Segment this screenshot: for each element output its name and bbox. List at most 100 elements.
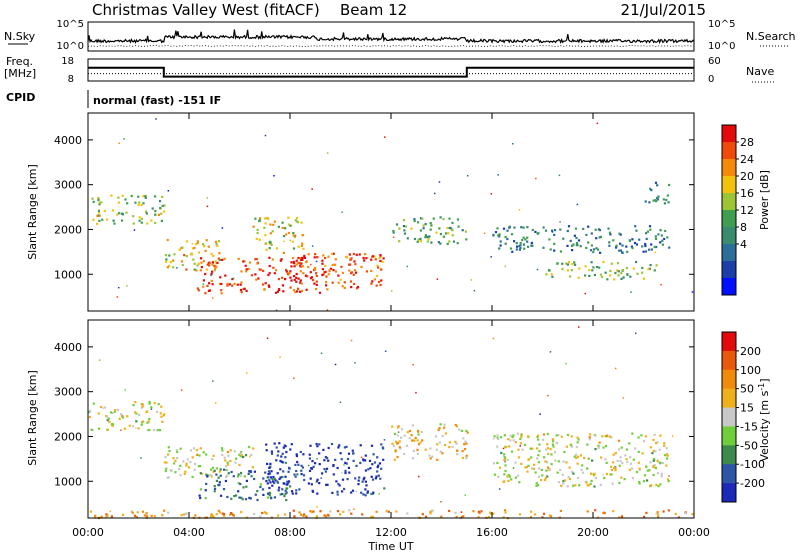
heatmap-cell	[313, 256, 316, 259]
heatmap-cell	[150, 406, 153, 409]
heatmap-cell	[217, 476, 220, 479]
heatmap-cell	[610, 473, 613, 476]
heatmap-cell	[181, 263, 184, 267]
heatmap-cell	[566, 269, 569, 272]
heatmap-cell	[497, 234, 500, 237]
heatmap-cell	[224, 479, 227, 483]
heatmap-cell	[354, 263, 357, 266]
heatmap-cell	[461, 229, 464, 232]
heatmap-cell	[305, 260, 308, 263]
heatmap-cell	[293, 235, 296, 239]
heatmap-cell	[527, 464, 530, 467]
heatmap-cell	[656, 184, 659, 187]
heatmap-cell	[240, 451, 243, 454]
heatmap-cell	[331, 263, 334, 266]
heatmap-cell	[492, 233, 495, 236]
heatmap-cell	[371, 478, 375, 481]
heatmap-cell	[226, 282, 229, 285]
heatmap-cell	[354, 477, 357, 480]
heatmap-cell	[255, 278, 258, 281]
heatmap-cell	[530, 241, 533, 244]
heatmap-cell	[395, 510, 398, 513]
ytick-label: 3000	[54, 179, 82, 192]
heatmap-cell	[649, 446, 652, 449]
heatmap-cell	[245, 270, 248, 273]
heatmap-cell	[305, 515, 308, 518]
heatmap-cell	[301, 258, 304, 261]
heatmap-cell	[330, 252, 334, 255]
heatmap-cell	[353, 269, 356, 272]
heatmap-cell	[179, 474, 182, 477]
heatmap-cell	[620, 272, 623, 275]
heatmap-cell	[105, 513, 108, 516]
heatmap-cell	[142, 420, 145, 423]
heatmap-cell	[594, 509, 597, 512]
heatmap-cell	[442, 235, 445, 238]
heatmap-cell	[263, 288, 266, 291]
heatmap-cell	[307, 482, 310, 485]
heatmap-cell	[522, 243, 526, 246]
heatmap-cell	[416, 448, 419, 451]
heatmap-cell	[655, 442, 658, 445]
heatmap-cell	[533, 513, 537, 516]
heatmap-cell	[310, 467, 314, 470]
heatmap-cell	[243, 287, 246, 290]
heatmap-cell	[604, 458, 607, 461]
heatmap-cell	[230, 497, 233, 500]
heatmap-cell	[534, 230, 537, 233]
heatmap-cell	[448, 217, 451, 220]
heatmap-cell	[336, 490, 339, 493]
heatmap-cell	[158, 429, 162, 432]
heatmap-cell	[294, 234, 297, 237]
heatmap-cell	[439, 242, 442, 245]
heatmap-cell	[176, 450, 179, 453]
heatmap-cell	[577, 438, 580, 441]
heatmap-cell	[252, 447, 255, 450]
heatmap-cell	[452, 240, 456, 243]
heatmap-cell	[138, 413, 141, 417]
heatmap-cell	[202, 279, 205, 282]
heatmap-cell	[223, 456, 226, 459]
heatmap-cell	[181, 246, 184, 249]
heatmap-cell	[167, 190, 170, 192]
heatmap-cell	[370, 444, 374, 447]
heatmap-cell	[649, 187, 652, 190]
heatmap-cell	[593, 273, 596, 277]
heatmap-cell	[277, 288, 281, 291]
heatmap-cell	[236, 283, 239, 286]
heatmap-cell	[232, 277, 235, 280]
heatmap-cell	[569, 275, 572, 278]
heatmap-cell	[657, 515, 660, 519]
heatmap-cell	[259, 217, 262, 220]
heatmap-cell	[622, 276, 625, 279]
heatmap-cell	[644, 244, 647, 248]
heatmap-cell	[163, 204, 166, 207]
heatmap-cell	[242, 486, 245, 489]
heatmap-cell	[299, 281, 302, 284]
heatmap-cell	[463, 443, 466, 446]
heatmap-cell	[567, 475, 570, 479]
heatmap-cell	[275, 247, 279, 250]
heatmap-cell	[545, 469, 548, 472]
heatmap-cell	[183, 472, 186, 475]
heatmap-cell	[574, 227, 578, 230]
heatmap-cell	[350, 257, 353, 260]
heatmap-cell	[532, 467, 536, 470]
heatmap-cell	[142, 195, 145, 198]
heatmap-cell	[88, 410, 91, 414]
heatmap-cell	[662, 198, 665, 201]
heatmap-cell	[400, 428, 404, 431]
heatmap-cell	[200, 261, 203, 264]
heatmap-cell	[430, 224, 433, 227]
heatmap-cell	[544, 460, 547, 463]
heatmap-cell	[322, 448, 325, 451]
heatmap-cell	[184, 512, 188, 516]
heatmap-cell	[363, 476, 366, 479]
heatmap-cell	[295, 469, 298, 473]
heatmap-cell	[530, 244, 533, 247]
heatmap-cell	[91, 197, 94, 200]
heatmap-cell	[163, 461, 166, 464]
heatmap-cell	[589, 249, 593, 252]
heatmap-cell	[161, 195, 164, 198]
